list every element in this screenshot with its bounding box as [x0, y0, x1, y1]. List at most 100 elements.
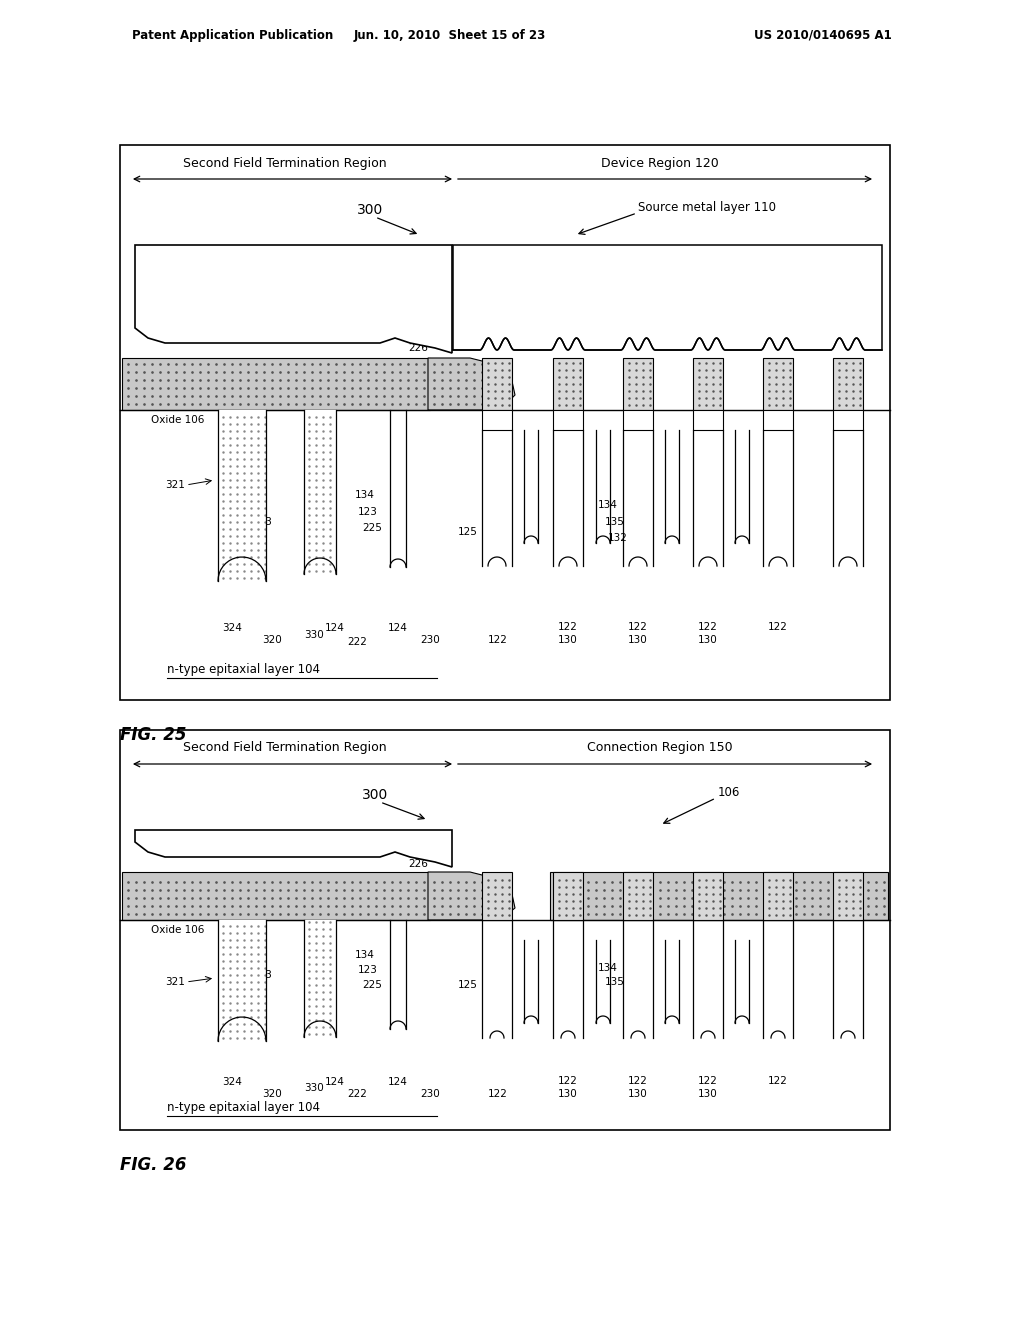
Text: 135: 135 [460, 335, 480, 345]
Text: 126: 126 [698, 891, 718, 902]
Text: Oxide 106: Oxide 106 [152, 925, 205, 935]
Text: 122: 122 [558, 1076, 578, 1086]
Text: 130: 130 [558, 635, 578, 645]
Polygon shape [218, 920, 266, 1041]
Text: Second Field Termination Region: Second Field Termination Region [183, 742, 387, 755]
Polygon shape [453, 246, 882, 350]
Text: Device Region 120: Device Region 120 [601, 157, 719, 169]
Bar [122, 358, 430, 411]
Bar [553, 411, 583, 430]
Text: 134: 134 [598, 964, 618, 973]
Bar [553, 358, 583, 411]
Text: 320: 320 [262, 1089, 282, 1100]
Text: 122: 122 [768, 1076, 787, 1086]
Text: 227: 227 [290, 393, 310, 403]
Polygon shape [135, 830, 452, 867]
Text: 321: 321 [165, 977, 185, 987]
Text: 223: 223 [252, 970, 272, 979]
Polygon shape [218, 411, 266, 581]
Bar [693, 873, 723, 920]
Bar [553, 873, 583, 920]
Bar [482, 873, 512, 920]
Text: 126: 126 [487, 414, 507, 425]
Text: 126: 126 [628, 891, 648, 902]
Text: 300: 300 [361, 788, 388, 803]
Text: 226: 226 [408, 343, 428, 352]
Text: FIG. 25: FIG. 25 [120, 726, 186, 744]
Text: Jun. 10, 2010  Sheet 15 of 23: Jun. 10, 2010 Sheet 15 of 23 [354, 29, 546, 41]
Text: 122: 122 [488, 635, 508, 645]
Bar [693, 411, 723, 430]
Text: 135: 135 [605, 517, 625, 527]
Text: 124: 124 [388, 1077, 408, 1086]
Text: 300: 300 [357, 203, 383, 216]
Text: 124: 124 [388, 623, 408, 634]
Text: 130: 130 [628, 635, 648, 645]
Text: 107: 107 [698, 379, 718, 389]
Text: 136: 136 [628, 325, 648, 335]
Bar [763, 411, 793, 430]
Text: 226: 226 [408, 859, 428, 869]
Text: 125: 125 [458, 527, 478, 537]
Text: 123: 123 [358, 965, 378, 975]
Text: 324: 324 [222, 623, 242, 634]
Bar [482, 411, 512, 430]
Text: 132: 132 [608, 533, 628, 543]
Text: 124: 124 [325, 623, 345, 634]
Polygon shape [304, 920, 336, 1038]
Text: 230: 230 [420, 635, 440, 645]
Polygon shape [428, 358, 515, 411]
Text: 223: 223 [252, 517, 272, 527]
Text: 122: 122 [768, 622, 787, 632]
Text: Dielectric 107: Dielectric 107 [204, 891, 276, 902]
Bar [122, 873, 430, 920]
Text: 227: 227 [290, 906, 310, 915]
Text: 334: 334 [239, 500, 258, 510]
Text: 225: 225 [362, 979, 382, 990]
Text: 135: 135 [605, 977, 625, 987]
Bar [482, 358, 512, 411]
Text: 107: 107 [838, 379, 858, 389]
Text: 225: 225 [362, 523, 382, 533]
Polygon shape [135, 246, 452, 352]
Text: 126: 126 [768, 414, 787, 425]
Text: Dielectric 107: Dielectric 107 [204, 379, 276, 389]
Text: 107: 107 [768, 379, 787, 389]
Bar [623, 411, 653, 430]
Text: 130: 130 [698, 635, 718, 645]
Text: n-type epitaxial layer 104: n-type epitaxial layer 104 [167, 1101, 319, 1114]
Text: 126: 126 [558, 891, 578, 902]
Bar [833, 873, 863, 920]
Bar [833, 358, 863, 411]
Text: Oxide 106: Oxide 106 [152, 414, 205, 425]
Text: 330: 330 [304, 630, 324, 640]
Text: 126: 126 [558, 414, 578, 425]
Text: 122: 122 [488, 1089, 508, 1100]
Text: 334: 334 [239, 954, 258, 965]
Text: 134: 134 [355, 490, 375, 500]
Text: 123: 123 [358, 507, 378, 517]
Text: 324: 324 [222, 1077, 242, 1086]
Bar [833, 411, 863, 430]
Bar [763, 358, 793, 411]
Bar [623, 358, 653, 411]
Text: 106: 106 [718, 785, 740, 799]
Bar [623, 873, 653, 920]
Text: 330: 330 [304, 1082, 324, 1093]
Text: 320: 320 [262, 635, 282, 645]
Text: 126: 126 [838, 891, 858, 902]
Text: 134: 134 [598, 500, 618, 510]
Text: Connection Region 150: Connection Region 150 [587, 742, 733, 755]
Text: 107: 107 [487, 379, 507, 389]
Text: 122: 122 [628, 622, 648, 632]
Bar [120, 730, 890, 1130]
Text: Second Field Termination Region: Second Field Termination Region [183, 157, 387, 169]
Text: Patent Application Publication: Patent Application Publication [132, 29, 333, 41]
Text: 321: 321 [165, 480, 185, 490]
Text: 134: 134 [355, 950, 375, 960]
Text: 122: 122 [628, 1076, 648, 1086]
Text: 122: 122 [698, 1076, 718, 1086]
Text: 126: 126 [698, 414, 718, 425]
Text: 135: 135 [530, 335, 550, 345]
Text: Source metal layer 110: Source metal layer 110 [638, 201, 776, 214]
